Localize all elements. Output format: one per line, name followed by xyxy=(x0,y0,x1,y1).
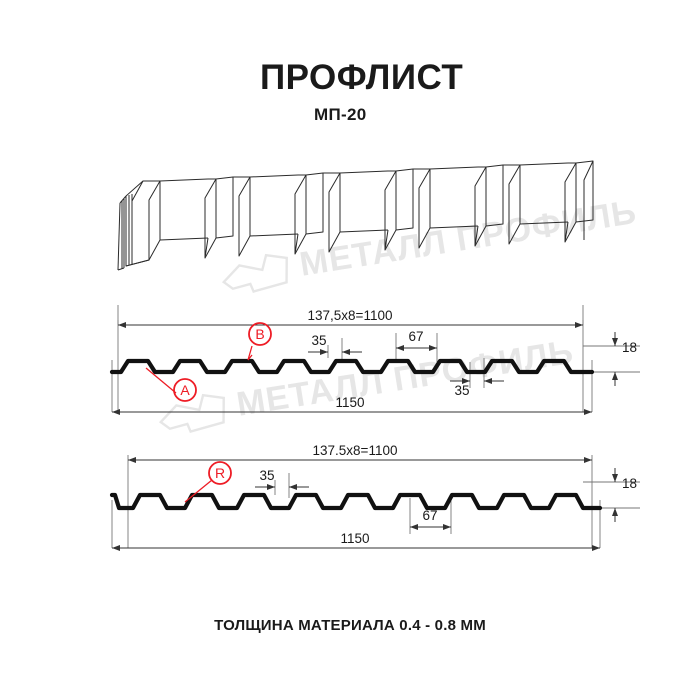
section-view-top: 137,5x8=1100 1150 35 67 xyxy=(109,305,640,415)
dimension-label-width-top: 1150 xyxy=(335,395,364,410)
dimension-flat-top: 67 xyxy=(396,329,437,351)
dimension-label-height-top: 18 xyxy=(622,340,637,355)
dimension-label-flat-bottom: 67 xyxy=(422,508,437,523)
callout-b: B xyxy=(247,322,272,361)
dimension-label-flat-top: 67 xyxy=(408,329,423,344)
dimension-overall-width-bottom: 1150 xyxy=(112,531,600,551)
material-thickness-note: ТОЛЩИНА МАТЕРИАЛА 0.4 - 0.8 ММ xyxy=(214,617,486,634)
profile-section-path-top xyxy=(109,358,595,375)
section-view-bottom: 137.5x8=1100 1150 35 67 xyxy=(109,443,640,551)
watermark-logo-icon xyxy=(158,393,225,433)
sheet-edge-thickness xyxy=(117,194,133,271)
dimension-overall-pitch-bottom: 137.5x8=1100 xyxy=(128,443,592,463)
dimension-overall-width-top: 1150 xyxy=(112,395,592,415)
callout-r-label: R xyxy=(215,465,225,481)
dimension-flat-bottom: 67 xyxy=(410,508,451,530)
extension-lines xyxy=(111,455,640,548)
dimension-label-rib-top-lower: 35 xyxy=(454,383,469,398)
dimension-rib-top-upper: 35 xyxy=(308,333,362,355)
sheet-bottom-edge xyxy=(125,200,150,267)
dimension-height-bottom: 18 xyxy=(612,468,637,522)
callout-a-label: A xyxy=(180,382,190,398)
dimension-overall-pitch-top: 137,5x8=1100 xyxy=(118,308,583,328)
isometric-view xyxy=(117,160,594,271)
callout-r: R xyxy=(184,461,232,503)
dimension-label-pitch-bottom: 137.5x8=1100 xyxy=(313,443,398,458)
dimension-height-top: 18 xyxy=(612,332,637,386)
dimension-label-width-bottom: 1150 xyxy=(340,531,369,546)
dimension-rib-top-lower: 35 xyxy=(450,378,504,398)
dimension-rib-top-bottom: 35 xyxy=(255,468,309,490)
dimension-label-rib-top-bottom: 35 xyxy=(259,468,274,483)
watermark-text: МЕТАЛЛ ПРОФИЛЬ xyxy=(234,333,576,424)
dimension-label-height-bottom: 18 xyxy=(622,476,637,491)
watermark-text: МЕТАЛЛ ПРОФИЛЬ xyxy=(297,193,639,284)
profile-section-path-bottom xyxy=(109,492,603,511)
dimension-label-pitch-top: 137,5x8=1100 xyxy=(308,308,393,323)
callout-b-label: B xyxy=(255,326,264,342)
callout-a: A xyxy=(145,367,197,402)
watermark-logo-icon xyxy=(221,253,288,293)
dimension-label-rib-top-upper: 35 xyxy=(311,333,326,348)
